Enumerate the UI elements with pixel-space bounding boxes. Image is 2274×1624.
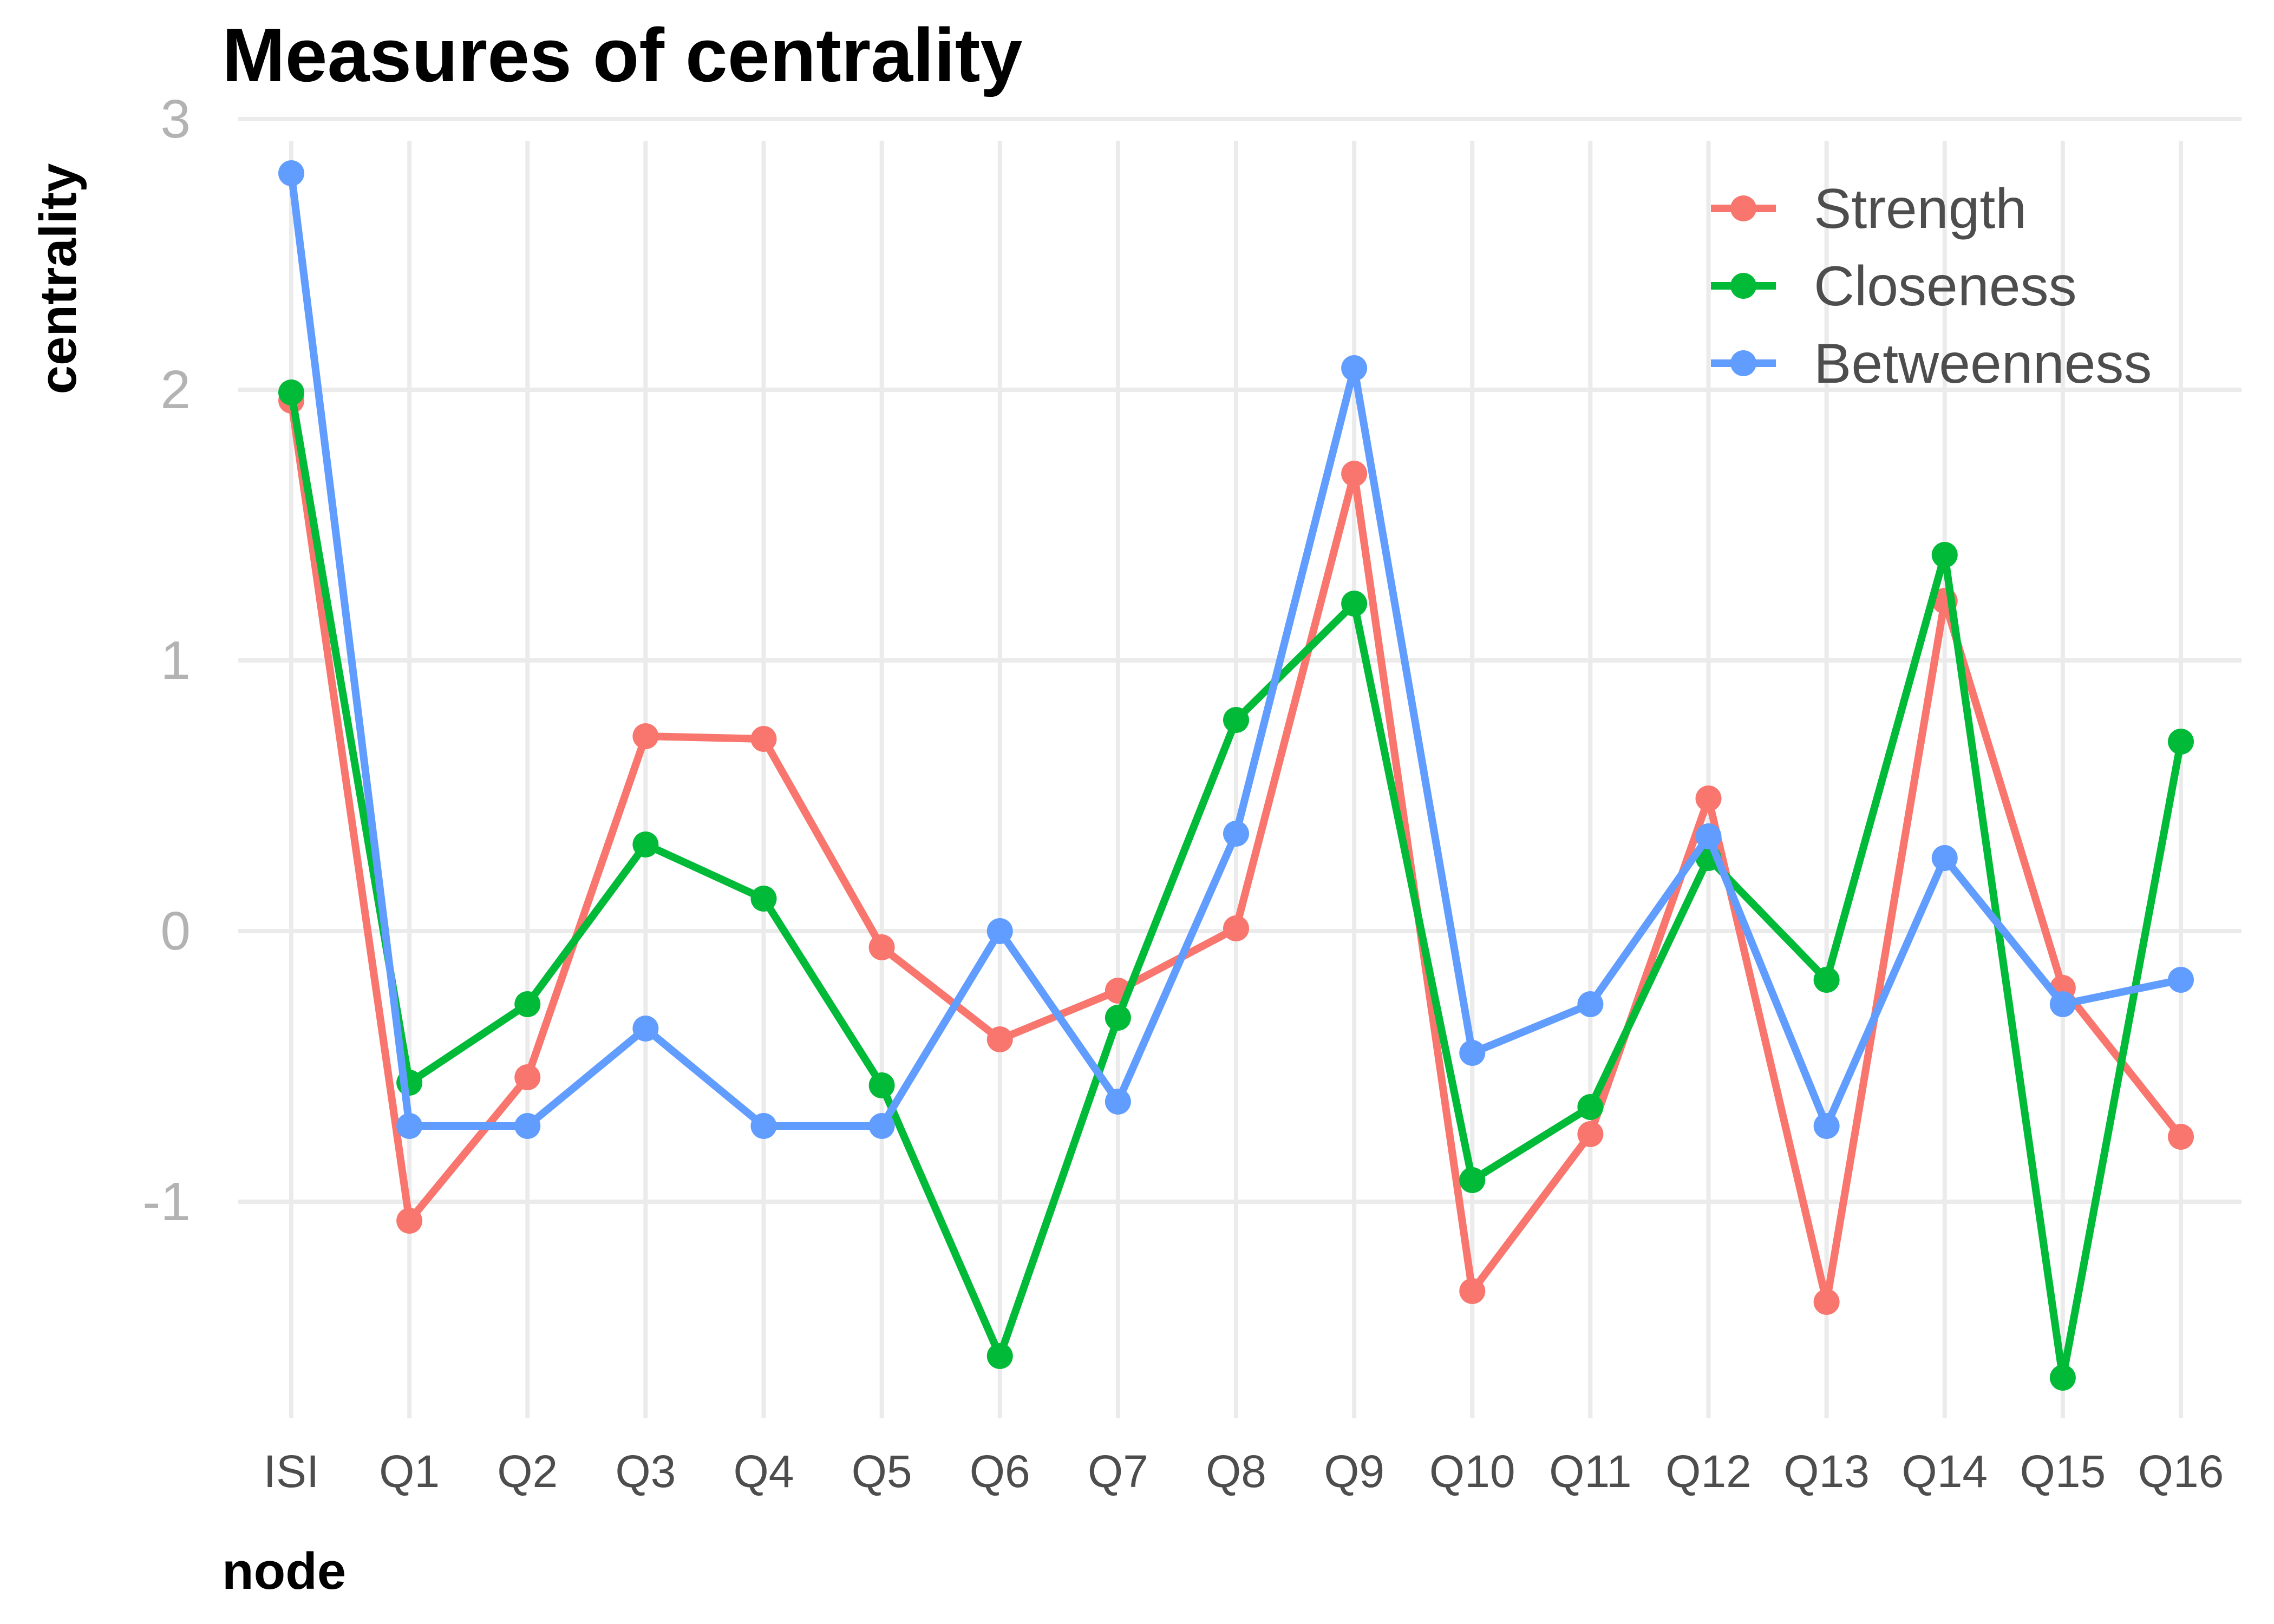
data-point bbox=[1931, 845, 1958, 871]
data-point bbox=[1813, 967, 1840, 993]
data-point bbox=[1577, 991, 1604, 1017]
x-tick-label: Q9 bbox=[1324, 1446, 1384, 1497]
data-point bbox=[1105, 1089, 1131, 1115]
data-point bbox=[2049, 1365, 2076, 1391]
x-tick-label: Q12 bbox=[1665, 1446, 1752, 1497]
x-tick-label: Q7 bbox=[1088, 1446, 1148, 1497]
x-tick-label: Q5 bbox=[852, 1446, 912, 1497]
data-point bbox=[986, 918, 1013, 944]
data-point bbox=[632, 1016, 659, 1042]
x-tick-label: Q1 bbox=[379, 1446, 440, 1497]
data-point bbox=[750, 726, 777, 752]
x-tick-label: Q2 bbox=[497, 1446, 558, 1497]
series-layer bbox=[278, 160, 2194, 1391]
data-point bbox=[1223, 707, 1249, 733]
x-tick-label: Q13 bbox=[1783, 1446, 1870, 1497]
y-tick-label: 0 bbox=[160, 901, 191, 961]
data-point bbox=[1813, 1289, 1840, 1315]
data-point bbox=[514, 1113, 541, 1139]
legend-item-closeness: Closeness bbox=[1711, 255, 2077, 318]
x-axis-ticks: ISI Q1 Q2 Q3 Q4 Q5 Q6 Q7 Q8 Q9 Q10 Q11 Q12 Q13 Q14 Q15 Q… bbox=[264, 1446, 2224, 1497]
data-point bbox=[396, 1208, 423, 1234]
data-point bbox=[278, 160, 304, 186]
y-tick-label: 2 bbox=[160, 359, 191, 420]
y-axis-title: centrality bbox=[29, 163, 87, 395]
data-point bbox=[2049, 991, 2076, 1017]
legend-key-point bbox=[1730, 350, 1756, 376]
data-point bbox=[396, 1113, 423, 1139]
data-point bbox=[278, 379, 304, 405]
legend-label: Closeness bbox=[1814, 255, 2077, 318]
legend-label: Strength bbox=[1814, 178, 2027, 240]
data-point bbox=[1813, 1113, 1840, 1139]
x-tick-label: Q6 bbox=[970, 1446, 1030, 1497]
x-tick-label: Q10 bbox=[1429, 1446, 1515, 1497]
data-point bbox=[750, 1113, 777, 1139]
data-point bbox=[1577, 1094, 1604, 1120]
x-tick-label: Q14 bbox=[1901, 1446, 1988, 1497]
y-tick-label: 1 bbox=[160, 630, 191, 691]
x-tick-label: ISI bbox=[264, 1446, 319, 1497]
data-point bbox=[2168, 729, 2194, 755]
x-tick-label: Q8 bbox=[1206, 1446, 1266, 1497]
data-point bbox=[632, 831, 659, 857]
data-point bbox=[1341, 461, 1368, 487]
data-point bbox=[1695, 823, 1722, 849]
x-tick-label: Q16 bbox=[2138, 1446, 2224, 1497]
legend-label: Betweenness bbox=[1814, 332, 2152, 395]
legend-item-betweenness: Betweenness bbox=[1711, 332, 2152, 395]
grid-layer bbox=[238, 117, 2242, 1418]
x-axis-title: node bbox=[222, 1542, 346, 1600]
data-point bbox=[1459, 1278, 1486, 1304]
data-point bbox=[2168, 1124, 2194, 1150]
x-tick-label: Q11 bbox=[1549, 1446, 1632, 1497]
data-point bbox=[986, 1343, 1013, 1369]
y-tick-label: -1 bbox=[142, 1171, 191, 1232]
data-point bbox=[1223, 821, 1249, 847]
series-strength bbox=[278, 388, 2194, 1315]
data-point bbox=[1105, 1005, 1131, 1031]
legend-key-point bbox=[1730, 195, 1756, 221]
legend-item-strength: Strength bbox=[1711, 178, 2027, 240]
data-point bbox=[1695, 785, 1722, 811]
data-point bbox=[1223, 915, 1249, 941]
x-tick-label: Q15 bbox=[2020, 1446, 2106, 1497]
data-point bbox=[1341, 591, 1368, 617]
data-point bbox=[868, 1072, 895, 1098]
data-point bbox=[1577, 1121, 1604, 1147]
data-point bbox=[868, 934, 895, 960]
series-closeness bbox=[278, 379, 2194, 1391]
data-point bbox=[514, 991, 541, 1017]
legend-key-point bbox=[1730, 273, 1756, 299]
data-point bbox=[1459, 1040, 1486, 1066]
data-point bbox=[514, 1064, 541, 1090]
data-point bbox=[868, 1113, 895, 1139]
data-point bbox=[1341, 355, 1368, 381]
data-point bbox=[986, 1026, 1013, 1052]
data-point bbox=[750, 886, 777, 912]
series-betweenness bbox=[278, 160, 2194, 1139]
legend: Strength Closeness Betweenness bbox=[1711, 178, 2152, 395]
data-point bbox=[632, 723, 659, 749]
x-tick-label: Q4 bbox=[733, 1446, 794, 1497]
y-axis-ticks: -1 0 1 2 3 bbox=[142, 89, 191, 1232]
data-point bbox=[1931, 542, 1958, 568]
data-point bbox=[2168, 967, 2194, 993]
x-tick-label: Q3 bbox=[615, 1446, 676, 1497]
data-point bbox=[1459, 1167, 1486, 1193]
chart-title: Measures of centrality bbox=[222, 12, 1022, 97]
y-tick-label: 3 bbox=[160, 89, 191, 149]
